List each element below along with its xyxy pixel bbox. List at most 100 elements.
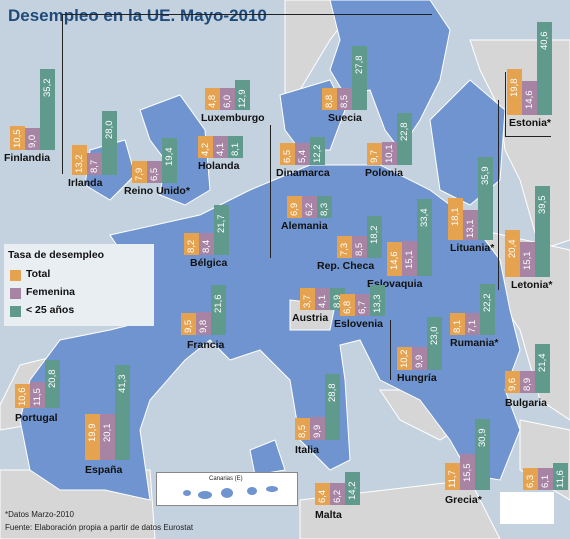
bar-total: 10,6 bbox=[15, 383, 30, 408]
country-name: Rep. Checa bbox=[317, 260, 375, 272]
bar-value-label: 23,0 bbox=[429, 326, 440, 346]
country-name: Polonia bbox=[365, 167, 403, 179]
bar-youth: 13,3 bbox=[370, 285, 385, 316]
bar-total: 8,5 bbox=[295, 418, 310, 440]
bar-value-label: 4,1 bbox=[317, 294, 328, 308]
bar-value-label: 11,5 bbox=[32, 388, 43, 406]
bar-total: 6,3 bbox=[523, 468, 538, 490]
bar-value-label: 6,3 bbox=[525, 474, 536, 488]
bar-total: 4,8 bbox=[205, 88, 220, 110]
bar-value-label: 21,7 bbox=[216, 214, 227, 234]
bar-value-label: 35,9 bbox=[480, 166, 491, 186]
bar-value-label: 39,5 bbox=[537, 195, 548, 215]
bar-value-label: 20,4 bbox=[507, 239, 518, 259]
leader-line bbox=[62, 14, 63, 174]
bar-value-label: 6,7 bbox=[357, 300, 368, 314]
bar-femenina: 5,4 bbox=[295, 143, 310, 165]
bar-value-label: 28,0 bbox=[104, 120, 115, 139]
bar-femenina: 9,9 bbox=[310, 417, 325, 440]
bar-value-label: 7,1 bbox=[467, 319, 478, 333]
bar-value-label: 41,3 bbox=[117, 374, 128, 394]
bar-youth: 12,9 bbox=[235, 80, 250, 110]
bar-value-label: 8,8 bbox=[324, 94, 335, 108]
country-name: Italia bbox=[295, 444, 319, 456]
leader-line bbox=[505, 136, 551, 137]
bar-total: 10,5 bbox=[10, 125, 25, 150]
bar-value-label: 33,4 bbox=[419, 208, 430, 228]
page-title: Desempleo en la UE. Mayo-2010 bbox=[8, 6, 267, 25]
country-name: Alemania bbox=[281, 220, 328, 232]
country-name: Eslovenia bbox=[334, 318, 384, 330]
bar-femenina: 4,1 bbox=[315, 288, 330, 310]
bar-youth: 22,8 bbox=[397, 112, 412, 165]
bar-youth: 21,7 bbox=[214, 205, 229, 255]
bar-youth: 12,2 bbox=[310, 136, 325, 165]
bar-value-label: 5,4 bbox=[297, 149, 308, 163]
bar-value-label: 9,9 bbox=[414, 354, 425, 368]
legend-title: Tasa de desempleo bbox=[8, 249, 105, 261]
leader-line bbox=[505, 72, 506, 136]
bar-value-label: 15,5 bbox=[462, 463, 473, 483]
bar-value-label: 6,4 bbox=[317, 489, 328, 503]
bar-value-label: 11,7 bbox=[447, 470, 458, 488]
bar-youth: 33,4 bbox=[417, 199, 432, 276]
bar-value-label: 35,2 bbox=[42, 78, 53, 98]
bar-total: 8,1 bbox=[450, 313, 465, 335]
leader-line bbox=[390, 320, 391, 380]
bar-value-label: 15,1 bbox=[522, 251, 533, 271]
bar-total: 4,2 bbox=[198, 136, 213, 158]
bar-total: 8,8 bbox=[322, 88, 337, 110]
bar-value-label: 7,9 bbox=[134, 167, 145, 181]
bar-value-label: 21,6 bbox=[213, 294, 224, 314]
inset-label: Canarias (E) bbox=[209, 476, 243, 482]
bar-youth: 20,8 bbox=[45, 360, 60, 408]
bar-total: 18,1 bbox=[448, 198, 463, 240]
bar-youth: 30,9 bbox=[475, 418, 490, 490]
bar-total: 6,9 bbox=[287, 196, 302, 218]
bar-value-label: 9,5 bbox=[183, 319, 194, 333]
bar-value-label: 8,2 bbox=[186, 239, 197, 253]
bar-youth: 28,0 bbox=[102, 110, 117, 175]
bar-femenina: 4,1 bbox=[213, 136, 228, 158]
country-name: Estonia* bbox=[509, 117, 552, 129]
bar-femenina: 6,5 bbox=[147, 161, 162, 183]
bar-value-label: 12,2 bbox=[312, 144, 323, 163]
bar-value-label: 10,1 bbox=[384, 144, 395, 163]
canarias-islands bbox=[183, 486, 278, 499]
bar-total: 9,7 bbox=[367, 142, 382, 165]
bar-youth: 19,4 bbox=[162, 138, 177, 183]
country-name: Dinamarca bbox=[276, 167, 330, 179]
country-name: Hungría bbox=[397, 372, 437, 384]
bar-value-label: 4,8 bbox=[207, 94, 218, 108]
bar-femenina: 20,1 bbox=[100, 413, 115, 460]
bar-value-label: 6,9 bbox=[289, 202, 300, 216]
bar-value-label: 20,1 bbox=[102, 423, 113, 442]
bar-value-label: 12,9 bbox=[237, 89, 248, 108]
legend-label-youth: < 25 años bbox=[26, 304, 75, 316]
bar-value-label: 7,3 bbox=[339, 242, 350, 256]
bar-femenina: 9,8 bbox=[196, 312, 211, 335]
legend-label-total: Total bbox=[26, 268, 51, 280]
bar-femenina: 11,5 bbox=[30, 381, 45, 408]
bar-femenina: 9,0 bbox=[25, 128, 40, 150]
bar-value-label: 40,6 bbox=[539, 31, 550, 50]
bar-total: 7,9 bbox=[132, 161, 147, 183]
bar-value-label: 14,2 bbox=[347, 481, 358, 501]
bar-femenina: 6,0 bbox=[220, 88, 235, 110]
bar-femenina: 15,5 bbox=[460, 454, 475, 490]
bar-youth: 18,2 bbox=[367, 216, 382, 258]
bar-value-label: 18,2 bbox=[369, 225, 380, 245]
bar-total: 9,5 bbox=[181, 313, 196, 335]
country-name: Portugal bbox=[15, 412, 58, 424]
bar-total: 19,8 bbox=[507, 69, 522, 115]
bar-youth: 35,2 bbox=[40, 69, 55, 150]
bar-value-label: 11,6 bbox=[555, 470, 566, 488]
bar-value-label: 8,9 bbox=[522, 377, 533, 391]
bar-total: 6,8 bbox=[340, 294, 355, 316]
bar-value-label: 20,8 bbox=[47, 369, 58, 389]
country-name: Finlandia bbox=[4, 152, 51, 164]
bar-value-label: 13,1 bbox=[465, 219, 476, 238]
bar-value-label: 6,5 bbox=[149, 167, 160, 181]
country-name: Lituania* bbox=[450, 242, 495, 254]
country-name: Rumania* bbox=[450, 337, 499, 349]
